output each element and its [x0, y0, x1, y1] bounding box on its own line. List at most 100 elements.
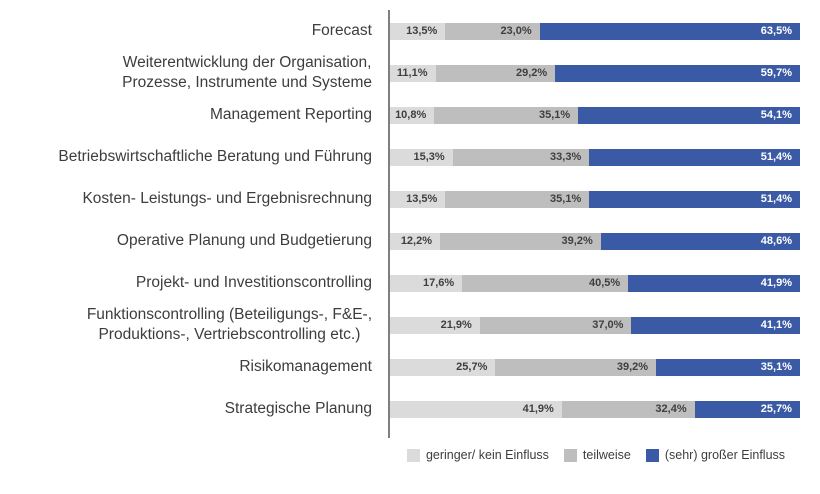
chart-legend: geringer/ kein Einfluss teilweise (sehr)…	[390, 448, 802, 462]
bar-segment-teilweise: 35,1%	[434, 106, 579, 124]
value-label: 41,9%	[522, 403, 554, 415]
chart-row: Strategische Planung 41,9% 32,4% 25,7%	[0, 388, 800, 430]
bar-segment-geringer-kein-einfluss: 10,8%	[390, 106, 435, 124]
chart-row: Funktionscontrolling (Beteiligungs-, F&E…	[0, 304, 800, 346]
value-label: 33,3%	[550, 151, 582, 163]
bar-segment-teilweise: 32,4%	[561, 400, 695, 418]
value-label: 35,1%	[538, 109, 571, 121]
bar-segment-geringer-kein-einfluss: 21,9%	[390, 316, 480, 334]
bar-track: 10,8% 35,1% 54,1%	[390, 106, 800, 124]
value-label: 25,7%	[456, 361, 488, 373]
bar-segment-geringer-kein-einfluss: 15,3%	[390, 148, 453, 166]
bar-segment-sehr-grosser-einfluss: 41,1%	[631, 316, 800, 334]
value-label: 25,7%	[760, 403, 792, 415]
bar-segment-teilweise: 37,0%	[479, 316, 632, 334]
chart-row: Management Reporting 10,8% 35,1% 54,1%	[0, 94, 800, 136]
bar-track: 11,1% 29,2% 59,7%	[390, 64, 800, 82]
legend-swatch-geringer-kein-einfluss	[406, 448, 420, 462]
value-label: 32,4%	[655, 403, 687, 415]
bar-track: 13,5% 23,0% 63,5%	[390, 22, 800, 40]
value-label: 13,5%	[406, 25, 438, 37]
bar-track: 13,5% 35,1% 51,4%	[390, 190, 800, 208]
value-label: 12,2%	[400, 235, 433, 247]
bar-segment-geringer-kein-einfluss: 13,5%	[390, 22, 446, 40]
category-label: Projekt- und Investitionscontrolling	[135, 273, 372, 291]
value-label: 51,4%	[760, 193, 792, 205]
value-label: 51,4%	[760, 151, 792, 163]
bar-segment-geringer-kein-einfluss: 17,6%	[390, 274, 463, 292]
value-label: 17,6%	[422, 277, 455, 289]
legend-item-teilweise: teilweise	[563, 448, 631, 462]
value-label: 13,5%	[406, 193, 438, 205]
bar-track: 12,2% 39,2% 48,6%	[390, 232, 800, 250]
bar-segment-teilweise: 33,3%	[452, 148, 590, 166]
category-label: Kosten- Leistungs- und Ergebnisrechnung	[82, 189, 372, 207]
chart-row: Betriebswirtschaftliche Beratung und Füh…	[0, 136, 800, 178]
bar-track: 17,6% 40,5% 41,9%	[390, 274, 800, 292]
bar-segment-sehr-grosser-einfluss: 35,1%	[656, 358, 800, 376]
bar-segment-geringer-kein-einfluss: 13,5%	[390, 190, 446, 208]
bar-segment-geringer-kein-einfluss: 25,7%	[390, 358, 496, 376]
value-label: 59,7%	[760, 67, 792, 79]
value-label: 35,1%	[760, 361, 792, 373]
legend-label: (sehr) großer Einfluss	[664, 448, 786, 462]
bar-segment-sehr-grosser-einfluss: 54,1%	[578, 106, 800, 124]
category-label: Weiterentwicklung der Organisation, Proz…	[122, 53, 372, 91]
bar-segment-sehr-grosser-einfluss: 51,4%	[589, 148, 800, 166]
value-label: 35,1%	[550, 193, 582, 205]
legend-label: teilweise	[582, 448, 631, 462]
value-label: 39,2%	[616, 361, 649, 373]
category-label: Strategische Planung	[224, 399, 372, 417]
chart-row: Forecast 13,5% 23,0% 63,5%	[0, 10, 800, 52]
value-label: 41,9%	[760, 277, 792, 289]
bar-track: 41,9% 32,4% 25,7%	[390, 400, 800, 418]
legend-swatch-sehr-grosser-einfluss	[645, 448, 659, 462]
chart-row: Risikomanagement 25,7% 39,2% 35,1%	[0, 346, 800, 388]
bar-segment-sehr-grosser-einfluss: 63,5%	[539, 22, 800, 40]
bar-segment-teilweise: 23,0%	[445, 22, 540, 40]
value-label: 37,0%	[592, 319, 624, 331]
value-label: 23,0%	[500, 25, 532, 37]
value-label: 10,8%	[395, 109, 427, 121]
plot-area: Forecast 13,5% 23,0% 63,5% Weiterentwicklung…	[0, 10, 800, 430]
legend-label: geringer/ kein Einfluss	[425, 448, 549, 462]
value-label: 40,5%	[589, 277, 621, 289]
value-label: 11,1%	[396, 67, 428, 79]
value-label: 21,9%	[440, 319, 472, 331]
bar-segment-teilweise: 40,5%	[462, 274, 629, 292]
value-label: 41,1%	[760, 319, 792, 331]
bar-track: 21,9% 37,0% 41,1%	[390, 316, 800, 334]
bar-segment-sehr-grosser-einfluss: 48,6%	[600, 232, 800, 250]
bar-segment-sehr-grosser-einfluss: 41,9%	[628, 274, 800, 292]
bar-segment-geringer-kein-einfluss: 12,2%	[390, 232, 441, 250]
bar-segment-sehr-grosser-einfluss: 59,7%	[555, 64, 800, 82]
category-label: Funktionscontrolling (Beteiligungs-, F&E…	[86, 305, 372, 343]
value-label: 63,5%	[760, 25, 792, 37]
bar-segment-sehr-grosser-einfluss: 25,7%	[694, 400, 800, 418]
bar-segment-sehr-grosser-einfluss: 51,4%	[589, 190, 800, 208]
category-label: Betriebswirtschaftliche Beratung und Füh…	[58, 147, 372, 165]
category-label: Forecast	[311, 21, 372, 39]
bar-segment-teilweise: 29,2%	[435, 64, 556, 82]
category-label: Risikomanagement	[239, 357, 372, 375]
chart-row: Projekt- und Investitionscontrolling 17,6…	[0, 262, 800, 304]
legend-item-geringer-kein-einfluss: geringer/ kein Einfluss	[406, 448, 549, 462]
category-label: Management Reporting	[210, 105, 372, 123]
legend-item-sehr-grosser-einfluss: (sehr) großer Einfluss	[645, 448, 786, 462]
chart-row: Operative Planung und Budgetierung 12,2% 3…	[0, 220, 800, 262]
value-label: 29,2%	[516, 67, 548, 79]
chart-row: Kosten- Leistungs- und Ergebnisrechnung 1…	[0, 178, 800, 220]
bar-segment-geringer-kein-einfluss: 41,9%	[390, 400, 562, 418]
bar-segment-geringer-kein-einfluss: 11,1%	[390, 64, 436, 82]
category-axis-line	[388, 10, 390, 438]
value-label: 54,1%	[760, 109, 792, 121]
bar-track: 15,3% 33,3% 51,4%	[390, 148, 800, 166]
chart-row: Weiterentwicklung der Organisation, Proz…	[0, 52, 800, 94]
value-label: 15,3%	[413, 151, 445, 163]
legend-swatch-teilweise	[563, 448, 577, 462]
category-label: Operative Planung und Budgetierung	[116, 231, 372, 249]
bar-track: 25,7% 39,2% 35,1%	[390, 358, 800, 376]
value-label: 48,6%	[760, 235, 792, 247]
value-label: 39,2%	[561, 235, 593, 247]
